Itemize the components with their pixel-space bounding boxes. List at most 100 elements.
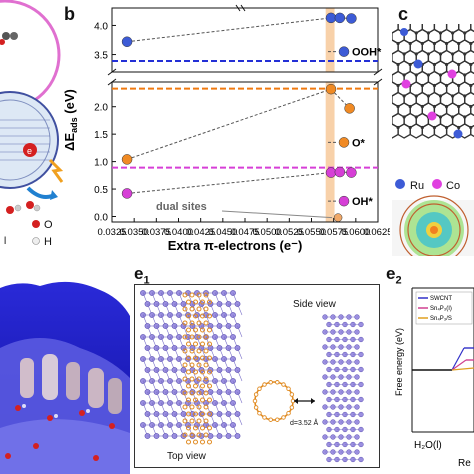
data-point: [121, 154, 133, 165]
axis-break-mark: [107, 78, 117, 86]
axis-break-mark: [373, 78, 383, 86]
legend-label: O*: [352, 137, 366, 149]
co-atom: [427, 111, 437, 121]
legend-sn4p3s: Sn₄P₃/S: [430, 316, 452, 322]
highlight-band: [325, 82, 335, 222]
x-tick-label: 0.0350: [120, 227, 149, 238]
y-tick-label: 0.0: [94, 213, 108, 224]
sn4p3-cnt-structure: d=3.52 Å Side view Top view: [140, 290, 364, 463]
lightning-icon: [48, 158, 64, 183]
axis-break-mark: [235, 4, 241, 12]
x-tick-label: 0.0450: [208, 227, 237, 238]
data-point: [325, 83, 337, 95]
tube-bundle: [20, 354, 122, 414]
adsorption-energy-chart: 3.54.00.00.51.01.52.00.03250.03500.03750…: [62, 4, 390, 253]
ru-atom: [453, 129, 463, 139]
sn4p3-line: [451, 359, 467, 371]
x-tick-label: 0.0400: [164, 227, 193, 238]
data-point: [334, 12, 346, 24]
y-tick-label: 1.5: [94, 130, 108, 141]
nanotube-end: [0, 91, 59, 189]
panel-b-chart: 3.5 4.0 0.0 0.5 1.0 1.5 2.0 0.0325 0.0350 0.0375 0…: [60, 0, 390, 256]
legend-sn4p3: Sn₄P₃(I): [430, 306, 452, 312]
distance-label: d=3.52 Å: [290, 418, 319, 427]
ru-legend-dot: [395, 179, 405, 189]
data-point: [325, 167, 337, 178]
panel-a-illustration: e l O H: [0, 0, 66, 250]
free-energy-chart: Free energy (eV) SWCNT Sn₄P₃(I) Sn₄P₃/S …: [394, 287, 474, 469]
nanotube-inner: [0, 99, 51, 181]
axis-break-mark: [240, 4, 246, 12]
legend-h-label: H: [44, 236, 52, 248]
data-point: [346, 13, 357, 24]
carbon-lattice: [392, 24, 474, 139]
ru-atom: [400, 28, 408, 36]
co-legend-label: Co: [446, 180, 460, 192]
axis-break-mark: [373, 68, 383, 76]
legend-label: OH*: [352, 196, 374, 208]
panel-e1-label: e1: [134, 264, 150, 287]
x-tick-label: 0.0425: [186, 227, 215, 238]
data-point: [325, 12, 337, 24]
legend-marker: [338, 195, 350, 207]
y-axis-label: ΔEads (eV): [62, 89, 79, 151]
x-tick-label: 0.0375: [142, 227, 171, 238]
y-tick-label: 2.0: [94, 103, 108, 114]
x-tick-label: 0.0525: [275, 227, 304, 238]
data-point: [346, 167, 357, 178]
arrowhead-icon: [50, 190, 58, 200]
x-axis-label: Extra π-electrons (e⁻): [168, 238, 303, 253]
x-tick-label: 0.0575: [319, 227, 348, 238]
catalyst-illustration: e l O H: [0, 0, 64, 248]
highlight-band: [325, 8, 335, 72]
sn4p3s-line: [451, 367, 474, 371]
x-tick-label: 0.0475: [230, 227, 259, 238]
x-tick-label: 0.0600: [341, 227, 370, 238]
atom-dot: [10, 32, 18, 40]
legend-swcnt: SWCNT: [430, 296, 452, 302]
arrow-icon: [26, 186, 53, 199]
side-view-label: Side view: [293, 299, 337, 310]
panel-c-label: c: [398, 4, 409, 24]
data-point: [334, 166, 346, 178]
co-legend-dot: [432, 179, 442, 189]
series-connector: [127, 17, 332, 43]
svg-text:l: l: [4, 236, 6, 247]
series-connector: [127, 172, 332, 194]
annotation-text: dual sites: [156, 201, 207, 213]
x-axis-label: Re: [458, 458, 471, 469]
x-tick-label: 0.0500: [253, 227, 282, 238]
panel-c-structure: Ru Co: [392, 24, 474, 256]
data-point: [121, 188, 133, 199]
panel-b-label: b: [64, 4, 75, 24]
oxygen-legend-dot: [32, 220, 40, 228]
legend-marker: [338, 46, 350, 57]
ru-atom: [413, 59, 423, 69]
hydrogen-legend-dot: [32, 237, 40, 245]
x-tick-label: 0.0625: [363, 227, 390, 238]
lower-plot-frame: [111, 81, 379, 223]
axis-break-mark: [107, 68, 117, 76]
ru-legend-label: Ru: [410, 180, 424, 192]
svg-text:e: e: [27, 146, 32, 156]
y-tick-label: 1.0: [94, 158, 108, 169]
annotation-arrow: [221, 210, 333, 219]
y-tick-label: 0.5: [94, 185, 108, 196]
x-label-h2o: H₂O(l): [414, 440, 442, 451]
panel-e1-structure: d=3.52 Å Side view Top view: [134, 284, 380, 468]
y-tick-label: 3.5: [94, 51, 108, 62]
panel-e2-chart: Free energy (eV) SWCNT Sn₄P₃(I) Sn₄P₃/S …: [382, 282, 474, 474]
series-connector: [126, 88, 332, 160]
panel-e2-label: e2: [386, 264, 402, 287]
atom-dot: [0, 39, 5, 45]
graphene-structure: Ru Co: [392, 24, 474, 256]
side-view-lattice: [322, 314, 364, 463]
top-view-lattice: [140, 290, 243, 445]
atom-dot: [2, 32, 10, 40]
co-atom: [447, 69, 457, 79]
data-point: [121, 36, 133, 47]
co-atom: [401, 79, 411, 89]
y-axis-label: Free energy (eV): [394, 328, 404, 396]
upper-plot-frame: [111, 7, 379, 73]
swcnt-line: [451, 347, 465, 371]
